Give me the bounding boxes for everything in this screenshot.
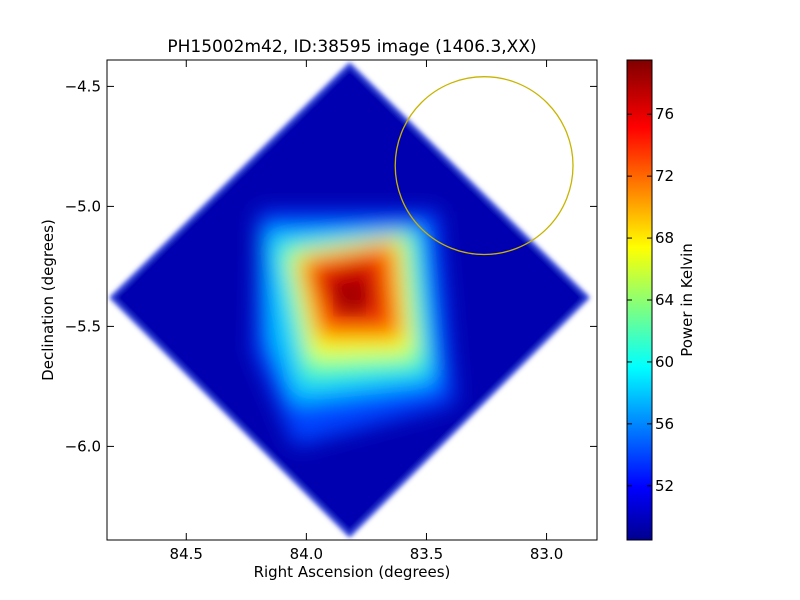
y-tick-label: −6.0 xyxy=(65,437,101,455)
x-tick-label: 83.0 xyxy=(530,545,563,563)
colorbar-label: Power in Kelvin xyxy=(678,243,696,357)
colorbar-tick-label: 60 xyxy=(655,353,674,371)
annotation-layer xyxy=(394,76,574,256)
emission-region xyxy=(253,211,456,447)
emission-peak xyxy=(340,291,359,309)
plot-frame xyxy=(106,59,598,541)
y-tick-label: −5.5 xyxy=(65,317,101,335)
y-tick-label: −5.0 xyxy=(65,197,101,215)
colorbar-tick-label: 76 xyxy=(655,105,674,123)
colorbar-tick-label: 72 xyxy=(655,167,674,185)
colorbar-tick-label: 68 xyxy=(655,229,674,247)
x-axis: 84.5 84.0 83.5 83.0 xyxy=(170,60,563,563)
annotation-circle xyxy=(394,76,574,256)
x-axis-label: Right Ascension (degrees) xyxy=(254,563,451,581)
colorbar-tick-label: 56 xyxy=(655,415,674,433)
chart-title: PH15002m42, ID:38595 image (1406.3,XX) xyxy=(167,37,536,57)
colorbar-tick-label: 64 xyxy=(655,291,674,309)
colorbar-tick-label: 52 xyxy=(655,477,674,495)
x-tick-label: 84.0 xyxy=(290,545,323,563)
colorbar-ticks: 52 56 60 64 68 72 76 xyxy=(627,105,674,495)
x-tick-label: 84.5 xyxy=(170,545,203,563)
footprint-layer xyxy=(109,62,590,538)
y-axis-label: Declination (degrees) xyxy=(39,219,57,381)
y-tick-label: −4.5 xyxy=(65,77,101,95)
colorbar: 52 56 60 64 68 72 76 Power in Kelvin xyxy=(626,59,696,541)
emission-level-6 xyxy=(325,268,374,312)
y-axis: −4.5 −5.0 −5.5 −6.0 xyxy=(65,77,597,455)
plot-area xyxy=(109,62,590,538)
x-tick-label: 83.5 xyxy=(410,545,443,563)
